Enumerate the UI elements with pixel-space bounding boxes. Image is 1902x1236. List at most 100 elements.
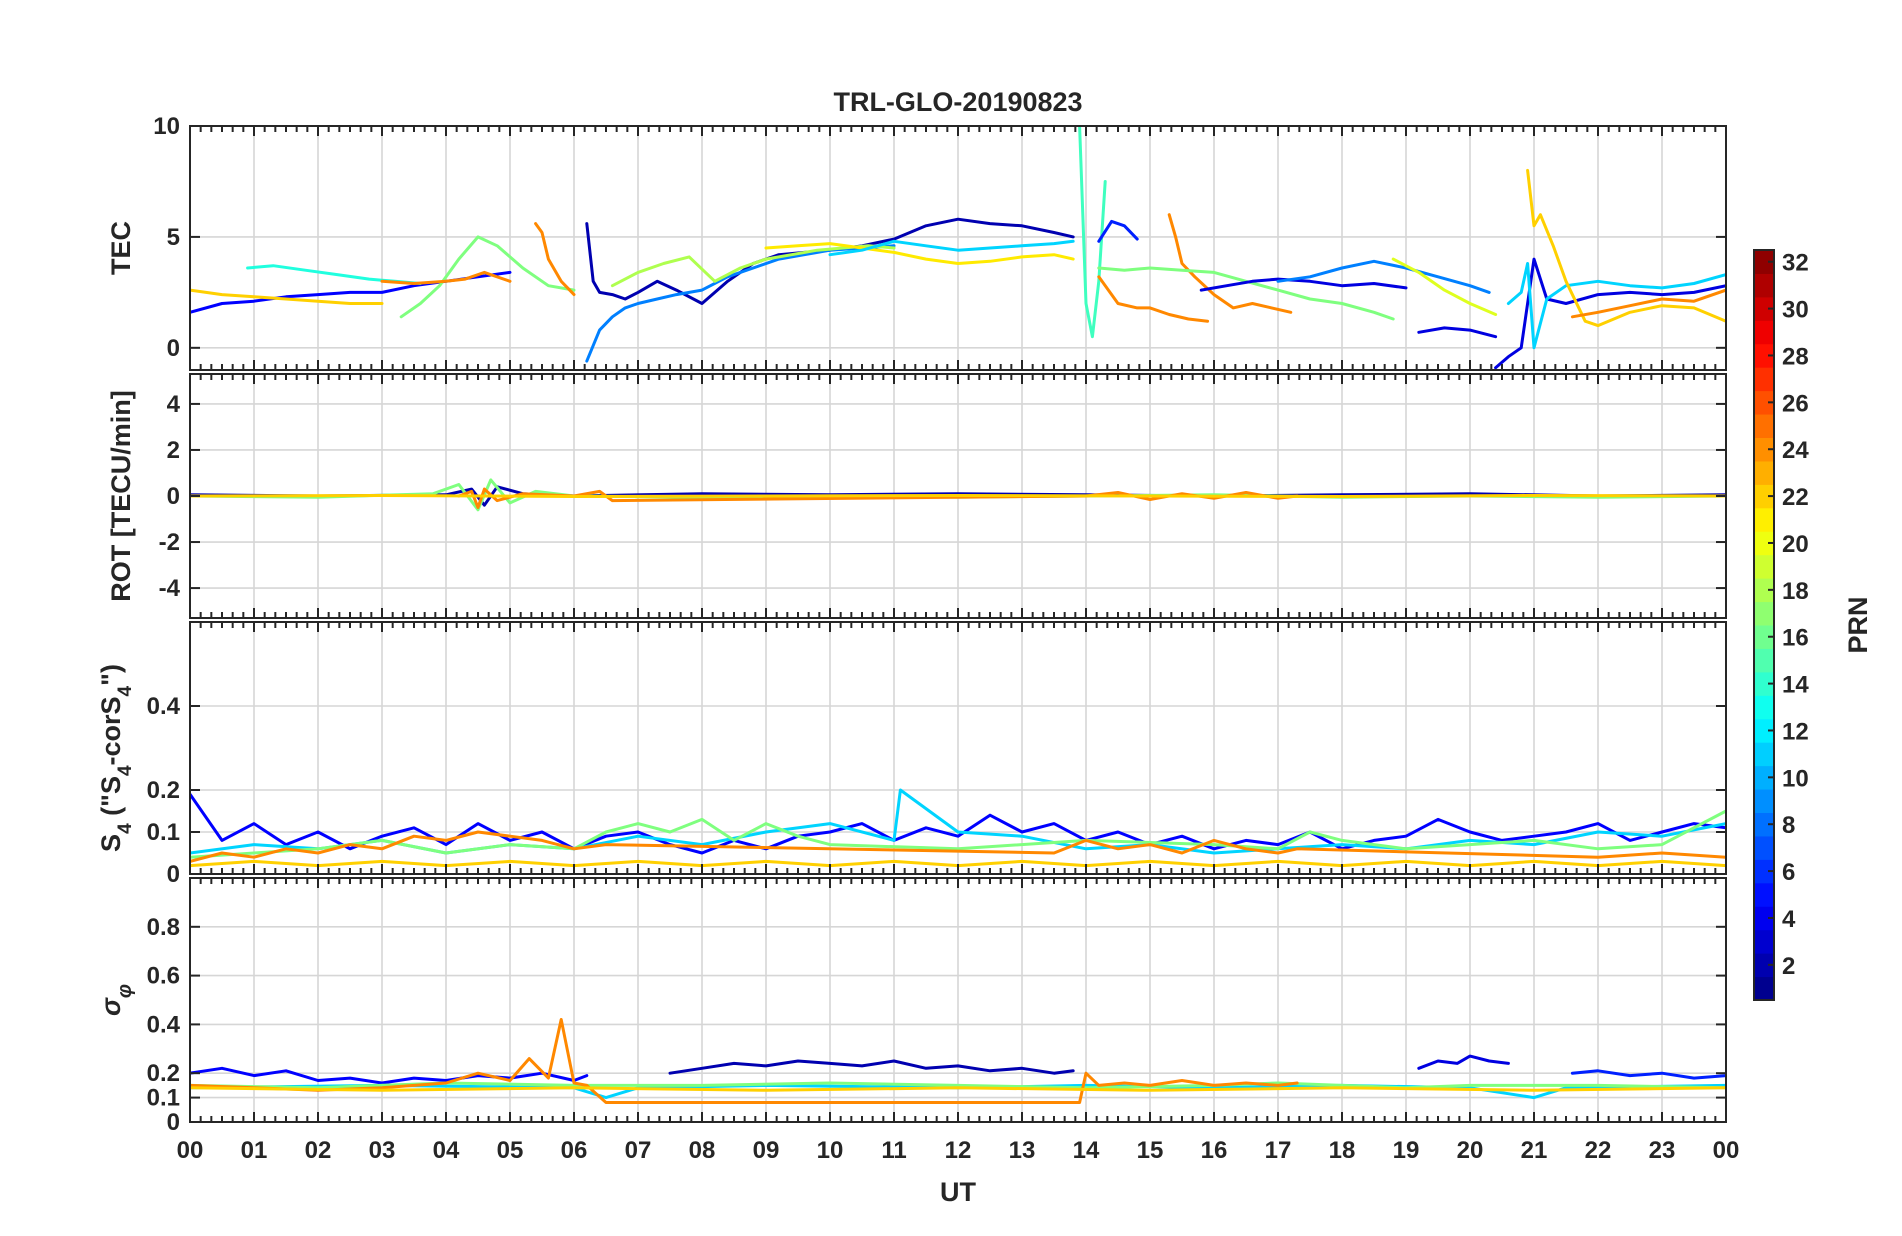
colorbar-segment [1754, 578, 1774, 603]
x-tick-label: 00 [177, 1137, 204, 1164]
tec-series-prn-21 [764, 242, 1075, 265]
x-tick-label: 11 [881, 1137, 906, 1164]
s4-series-prn-24 [190, 830, 1726, 863]
rot-y-axis-label: ROT [TECU/min] [106, 390, 136, 601]
colorbar-segment [1754, 343, 1774, 368]
colorbar-segment [1754, 554, 1774, 579]
s4-y-tick-label: 0.1 [147, 819, 180, 846]
sigma_phi-series-prn-16 [190, 1081, 1726, 1090]
x-tick-label: 14 [1073, 1137, 1100, 1164]
s4-panel: 0 0.1 0.2 0.4 S4 ("S4-corS4") [96, 621, 1727, 888]
tec-series-prn-12 [1506, 262, 1726, 350]
colorbar-tick-label: 26 [1782, 390, 1809, 417]
x-tick-label: 01 [241, 1137, 268, 1164]
sigma_phi-series-prn-2 [668, 1059, 1075, 1075]
colorbar-tick-label: 22 [1782, 484, 1809, 511]
rot-y-tick-label: -2 [159, 529, 180, 556]
sigma-phi-panel: 00.10.2 0.4 0.6 0.8 σφ [96, 877, 1727, 1136]
x-tick-label: 22 [1585, 1137, 1612, 1164]
colorbar-segment [1754, 484, 1774, 509]
colorbar-segment [1754, 296, 1774, 321]
colorbar-segment [1754, 953, 1774, 978]
sigma_phi-series-prn-20 [190, 1086, 1726, 1092]
x-tick-label: 13 [1009, 1137, 1036, 1164]
colorbar-tick-label: 12 [1782, 718, 1809, 745]
colorbar-segment [1754, 742, 1774, 767]
x-tick-label: 21 [1521, 1137, 1548, 1164]
tec-series-prn-5 [1097, 219, 1139, 243]
rot-y-tick-label: 0 [167, 483, 180, 510]
colorbar-segment [1754, 648, 1774, 673]
x-tick-label: 23 [1649, 1137, 1676, 1164]
colorbar-segment [1754, 812, 1774, 837]
colorbar-frame [1753, 249, 1775, 1001]
sigma_phi-series-prn-3 [1417, 1054, 1510, 1070]
tec-series-prn-3 [1494, 257, 1726, 370]
colorbar-tick-label: 10 [1782, 765, 1809, 792]
tec-y-axis-label: TEC [106, 221, 136, 275]
tec-series-prn-16 [1097, 266, 1395, 321]
tec-series-prn-14 [1078, 126, 1107, 339]
tec-series-prn-24 [1570, 288, 1726, 319]
colorbar-tick-label: 24 [1782, 437, 1809, 464]
colorbar-segment [1754, 976, 1774, 1001]
sigma_phi-y-tick-label: 0.6 [147, 963, 180, 990]
tec-series-prn-19 [1391, 257, 1498, 316]
rot-series-group [190, 478, 1726, 512]
colorbar-segment [1754, 695, 1774, 720]
sigma_phi-y-tick-label: 0.4 [147, 1011, 181, 1038]
x-tick-label: 06 [561, 1137, 588, 1164]
rot-y-tick-label: 4 [167, 391, 181, 418]
tec-y-tick-label: 10 [153, 113, 180, 140]
x-tick-label: 16 [1201, 1137, 1228, 1164]
tec-series-group [190, 126, 1726, 370]
colorbar-tick-label: 8 [1782, 812, 1795, 839]
colorbar-segment [1754, 625, 1774, 649]
colorbar-segment [1754, 835, 1774, 860]
colorbar-segment [1754, 531, 1774, 556]
colorbar-segment [1754, 250, 1774, 274]
rot-series-prn-20 [190, 494, 1726, 498]
x-tick-label: 07 [625, 1137, 652, 1164]
tec-series-prn-24 [380, 270, 512, 285]
x-tick-label: 08 [689, 1137, 716, 1164]
tec-series-prn-10 [1276, 259, 1491, 294]
colorbar-tick-label: 16 [1782, 625, 1809, 652]
tec-series-prn-24 [1167, 213, 1293, 314]
colorbar-tick-label: 30 [1782, 297, 1809, 324]
s4-y-tick-label: 0 [167, 861, 180, 888]
colorbar-segment [1754, 906, 1774, 931]
sigma_phi-series-group [190, 1018, 1726, 1104]
s4-y-tick-label: 0.4 [147, 693, 181, 720]
x-axis: 00 01 02 03 04 05 06 07 08 09 10 11 12 13 14 15 16 17 18 19… [177, 1137, 1740, 1164]
s4-series-prn-4 [190, 792, 1726, 855]
rot-y-tick-label: 2 [167, 437, 180, 464]
x-axis-label: UT [940, 1177, 976, 1207]
colorbar-segment [1754, 765, 1774, 790]
rot-series-prn-24 [457, 487, 1299, 509]
sigma_phi-y-tick-label: 0.2 [147, 1060, 180, 1087]
colorbar-tick-label: 14 [1782, 672, 1809, 699]
x-tick-label: 18 [1329, 1137, 1356, 1164]
colorbar-segment [1754, 718, 1774, 743]
colorbar-segment [1754, 367, 1774, 392]
tec-series-prn-10 [585, 244, 896, 363]
colorbar-tick-label: 18 [1782, 578, 1809, 605]
sigma_phi-series-prn-24 [190, 1018, 1299, 1104]
x-tick-label: 19 [1393, 1137, 1420, 1164]
colorbar-segment [1754, 929, 1774, 954]
tec-series-prn-12 [828, 239, 1075, 257]
s4-series-prn-16 [190, 809, 1726, 859]
colorbar-segment [1754, 437, 1774, 462]
s4-y-axis-label: S4 ("S4-corS4") [96, 664, 136, 852]
colorbar-segment [1754, 882, 1774, 907]
sigma_phi-series-prn-5 [1570, 1069, 1726, 1080]
tec-series-prn-16 [399, 235, 576, 319]
sigma_phi-y-tick-label: 0.8 [147, 914, 180, 941]
x-tick-label: 04 [433, 1137, 460, 1164]
colorbar-segment [1754, 460, 1774, 485]
x-tick-label: 05 [497, 1137, 524, 1164]
sigma_phi-y-tick-label: 0 [167, 1109, 180, 1136]
colorbar-segment [1754, 320, 1774, 345]
